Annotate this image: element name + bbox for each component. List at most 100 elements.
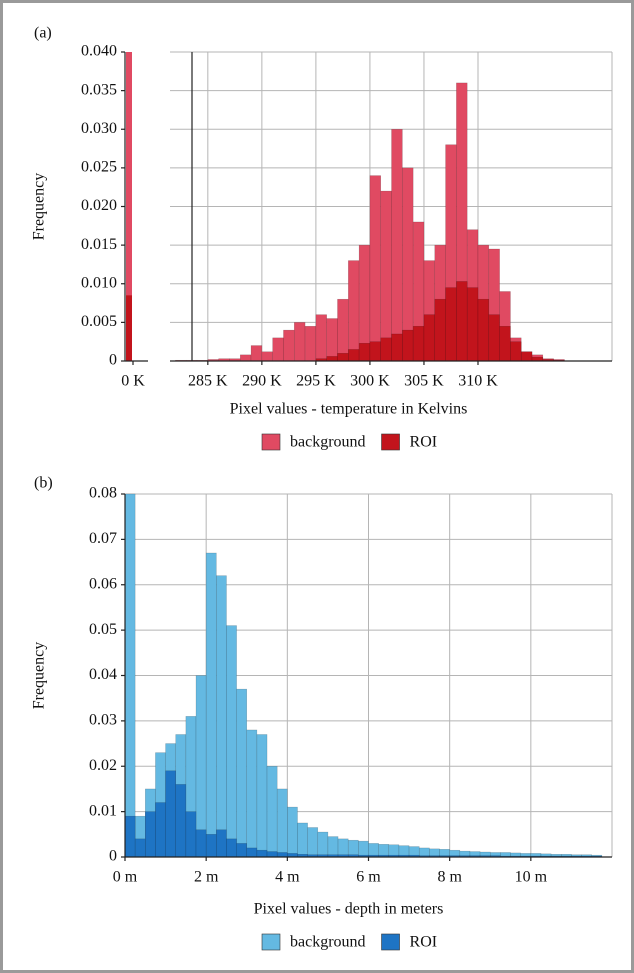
x-tick-label: 0 K — [121, 373, 145, 390]
histogram-bar — [205, 834, 217, 858]
x-tick-label: 300 K — [350, 373, 390, 390]
y-tick-label: 0.040 — [81, 43, 117, 60]
x-axis-title: Pixel values - temperature in Kelvins — [230, 401, 468, 418]
x-tick-label: 285 K — [188, 373, 228, 390]
histogram-bar — [391, 333, 403, 362]
y-tick-label: 0 — [109, 848, 117, 865]
histogram-bar — [155, 802, 166, 858]
histogram-bar — [327, 836, 339, 858]
histogram-bar — [477, 298, 490, 362]
y-tick-label: 0.08 — [89, 485, 117, 502]
x-tick-label: 310 K — [458, 373, 498, 390]
histogram-bar — [256, 849, 268, 858]
histogram-bar — [294, 322, 306, 362]
y-tick-label: 0 — [109, 352, 117, 369]
y-tick-label: 0.015 — [81, 236, 117, 253]
y-tick-label: 0.04 — [89, 666, 117, 683]
histogram-bar — [391, 129, 403, 362]
histogram-bar — [165, 770, 176, 858]
histogram-bar — [315, 314, 327, 362]
legend-label: background — [290, 934, 366, 951]
histogram-bar — [256, 734, 268, 858]
x-tick-label: 295 K — [296, 373, 336, 390]
histogram-bar — [297, 822, 308, 858]
y-tick-label: 0.020 — [81, 197, 117, 214]
histogram-bar — [358, 840, 369, 858]
y-tick-label: 0.005 — [81, 313, 117, 330]
histogram-bar — [423, 314, 436, 362]
histogram-bar — [195, 829, 207, 858]
x-tick-label: 290 K — [242, 373, 282, 390]
histogram-bar — [287, 806, 298, 858]
histogram-bar — [276, 852, 288, 858]
legend-label: ROI — [410, 934, 438, 951]
legend-swatch — [261, 433, 281, 451]
y-tick-label: 0.010 — [81, 274, 117, 291]
legend-label: ROI — [410, 434, 438, 451]
y-tick-label: 0.03 — [89, 712, 117, 729]
histogram-bar — [246, 729, 258, 858]
histogram-bar — [369, 341, 381, 362]
histogram-bar — [124, 815, 136, 858]
histogram-bar — [266, 766, 278, 858]
histogram-bar — [250, 345, 263, 362]
x-tick-label: 305 K — [404, 373, 444, 390]
histogram-bar — [434, 298, 446, 362]
histogram-bar — [317, 831, 329, 858]
panel-label: (b) — [34, 475, 53, 492]
legend-swatch — [381, 933, 400, 951]
histogram-bar — [307, 827, 319, 858]
zero-bar — [126, 295, 132, 361]
y-axis-title: Frequency — [31, 642, 48, 710]
zero-bar — [126, 52, 132, 361]
histogram-bar — [134, 838, 146, 858]
histogram-bar — [499, 325, 511, 362]
legend-label: background — [290, 434, 366, 451]
x-tick-label: 10 m — [515, 869, 548, 886]
x-tick-label: 0 m — [113, 869, 138, 886]
histogram-bar — [380, 190, 392, 362]
histogram-bar — [124, 493, 136, 858]
histogram-bar — [337, 298, 349, 362]
histogram-bar — [337, 838, 349, 858]
legend-swatch — [381, 433, 400, 451]
histogram-bar — [348, 260, 360, 362]
histogram-bar — [216, 575, 227, 858]
histogram-bar — [358, 342, 371, 362]
histogram-bar — [261, 351, 273, 362]
histogram-bar — [226, 838, 237, 858]
y-tick-label: 0.030 — [81, 120, 117, 137]
histogram-bar — [145, 811, 156, 858]
histogram-bar — [185, 811, 197, 858]
histogram-bar — [236, 688, 248, 858]
histogram-bar — [239, 354, 252, 362]
y-tick-label: 0.035 — [81, 81, 117, 98]
panel-label: (a) — [34, 25, 52, 42]
histogram-bar — [369, 175, 381, 362]
x-tick-label: 2 m — [194, 869, 219, 886]
x-tick-label: 4 m — [275, 869, 300, 886]
x-tick-label: 8 m — [437, 869, 462, 886]
histogram-bar — [488, 314, 500, 362]
histogram-bar — [402, 329, 414, 362]
histogram-bar — [276, 788, 288, 858]
histogram-bar — [226, 625, 237, 858]
y-axis-title: Frequency — [31, 173, 48, 241]
histogram-bar — [266, 851, 278, 858]
histogram-bar — [246, 847, 258, 858]
histogram-bar — [326, 318, 338, 362]
y-tick-label: 0.025 — [81, 159, 117, 176]
y-tick-label: 0.07 — [89, 530, 117, 547]
histogram-bar — [445, 287, 457, 362]
histogram-bar — [326, 356, 338, 362]
legend-swatch — [261, 933, 281, 951]
y-tick-label: 0.01 — [89, 802, 117, 819]
histogram-bar — [337, 353, 349, 362]
histogram-bar — [283, 329, 295, 362]
histogram-bar — [304, 325, 317, 362]
histogram-bar — [236, 843, 248, 858]
y-tick-label: 0.05 — [89, 621, 117, 638]
histogram-bar — [510, 341, 522, 362]
